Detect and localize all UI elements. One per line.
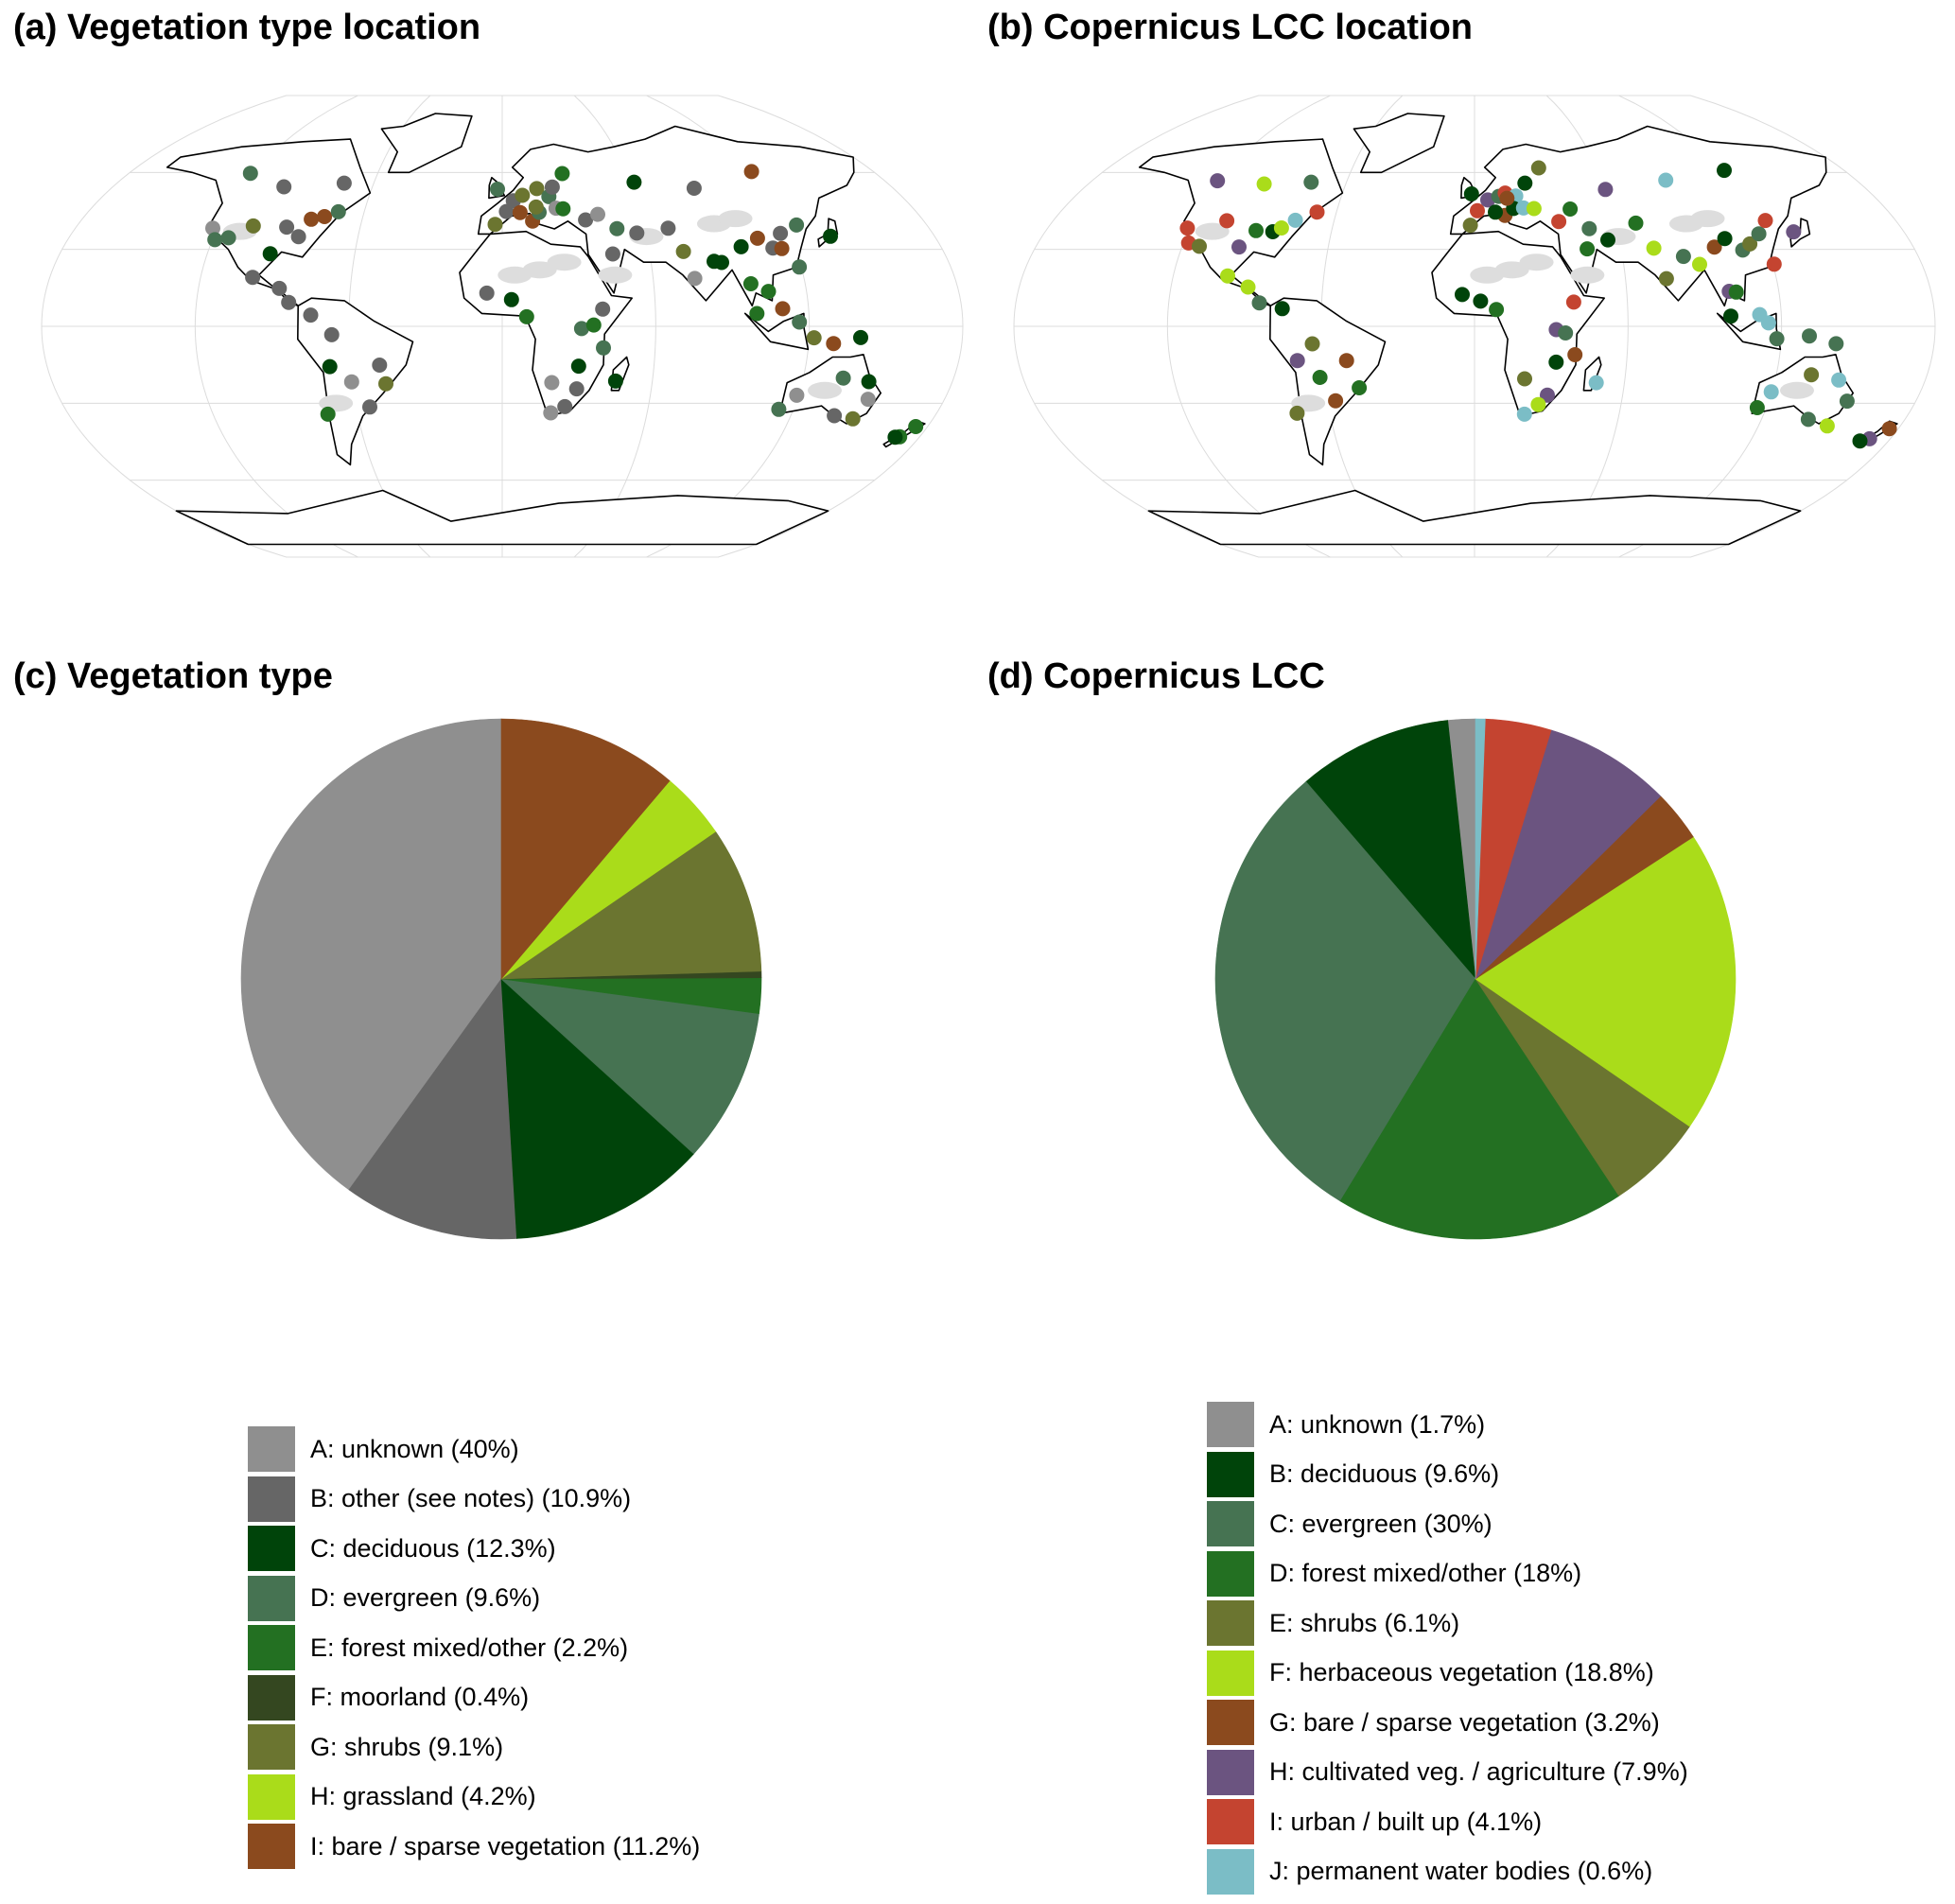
legend-label: C: deciduous (12.3%) (310, 1533, 556, 1563)
legend-swatch (248, 1426, 295, 1473)
pie-slice-a (240, 718, 502, 1191)
legend-item: C: evergreen (30%) (1207, 1499, 1688, 1549)
legend-item: H: cultivated veg. / agriculture (7.9%) (1207, 1748, 1688, 1798)
legend-swatch (1207, 1700, 1254, 1746)
panel-d-title: (d) Copernicus LCC (987, 656, 1325, 696)
legend-label: H: grassland (4.2%) (310, 1782, 536, 1811)
legend-label: J: permanent water bodies (0.6%) (1269, 1857, 1653, 1886)
legend-label: D: evergreen (9.6%) (310, 1583, 541, 1613)
legend-swatch (1207, 1550, 1254, 1597)
legend-item: D: forest mixed/other (18%) (1207, 1549, 1688, 1599)
legend-swatch (1207, 1600, 1254, 1647)
legend-swatch (248, 1625, 295, 1671)
pie-slice-c (1214, 781, 1476, 1202)
legend-item: B: deciduous (9.6%) (1207, 1450, 1688, 1500)
pie-slice-h (1475, 729, 1662, 980)
legend-swatch (1207, 1650, 1254, 1696)
legend-item: E: shrubs (6.1%) (1207, 1598, 1688, 1649)
pie-slice-g (499, 830, 762, 980)
legend-item: A: unknown (1.7%) (1207, 1400, 1688, 1450)
legend-swatch (248, 1674, 295, 1721)
legend-swatch (1207, 1799, 1254, 1845)
panel-c-title: (c) Vegetation type (13, 656, 333, 696)
legend-label: F: moorland (0.4%) (310, 1683, 530, 1712)
pie-slice-j (1475, 718, 1486, 980)
legend-item: I: urban / built up (4.1%) (1207, 1797, 1688, 1847)
legend-item: H: grassland (4.2%) (248, 1773, 700, 1823)
legend-item: F: moorland (0.4%) (248, 1673, 700, 1723)
copernicus-lcc-legend: A: unknown (1.7%) B: deciduous (9.6%) C: e… (1207, 1400, 1688, 1896)
legend-item: A: unknown (40%) (248, 1424, 700, 1475)
pie-slice-i (500, 718, 671, 980)
legend-swatch (248, 1575, 295, 1621)
legend-item: J: permanent water bodies (0.6%) (1207, 1847, 1688, 1897)
panel-b-title: (b) Copernicus LCC location (987, 8, 1473, 47)
legend-label: A: unknown (1.7%) (1269, 1409, 1486, 1439)
pie-slice-d (1339, 978, 1620, 1240)
legend-item: I: bare / sparse vegetation (11.2%) (248, 1822, 700, 1872)
legend-item: G: shrubs (9.1%) (248, 1722, 700, 1773)
legend-swatch (248, 1824, 295, 1870)
vegetation-type-legend: A: unknown (40%) B: other (see notes) (10… (248, 1424, 700, 1872)
legend-label: H: cultivated veg. / agriculture (7.9%) (1269, 1757, 1688, 1787)
legend-item: D: evergreen (9.6%) (248, 1574, 700, 1624)
legend-label: C: evergreen (30%) (1269, 1509, 1492, 1538)
vegetation-type-pie-chart (240, 718, 762, 1240)
legend-swatch (248, 1526, 295, 1572)
legend-label: A: unknown (40%) (310, 1434, 519, 1463)
legend-item: F: herbaceous vegetation (18.8%) (1207, 1649, 1688, 1699)
pie-slice-d (500, 978, 759, 1155)
legend-item: C: deciduous (12.3%) (248, 1524, 700, 1574)
legend-item: G: bare / sparse vegetation (3.2%) (1207, 1698, 1688, 1748)
copernicus-lcc-location-map (1013, 95, 1936, 558)
legend-label: E: forest mixed/other (2.2%) (310, 1633, 629, 1662)
vegetation-type-location-map (41, 95, 964, 558)
legend-label: F: herbaceous vegetation (18.8%) (1269, 1658, 1654, 1687)
legend-item: B: other (see notes) (10.9%) (248, 1475, 700, 1525)
legend-label: B: deciduous (9.6%) (1269, 1459, 1500, 1489)
legend-label: G: bare / sparse vegetation (3.2%) (1269, 1707, 1660, 1737)
panel-a-title: (a) Vegetation type location (13, 8, 481, 47)
legend-swatch (1207, 1501, 1254, 1547)
pie-slice-b (348, 978, 517, 1240)
legend-swatch (248, 1476, 295, 1522)
legend-label: I: bare / sparse vegetation (11.2%) (310, 1831, 701, 1860)
legend-label: I: urban / built up (4.1%) (1269, 1807, 1543, 1836)
legend-label: B: other (see notes) (10.9%) (310, 1484, 632, 1513)
pie-slice-b (1305, 720, 1476, 980)
legend-label: G: shrubs (9.1%) (310, 1732, 504, 1761)
legend-swatch (1207, 1451, 1254, 1497)
pie-slice-f (1475, 836, 1737, 1127)
legend-swatch (248, 1773, 295, 1820)
legend-item: E: forest mixed/other (2.2%) (248, 1623, 700, 1673)
legend-label: E: shrubs (6.1%) (1269, 1608, 1460, 1637)
legend-swatch (1207, 1402, 1254, 1448)
legend-label: D: forest mixed/other (18%) (1269, 1559, 1582, 1588)
pie-slice-c (500, 978, 694, 1239)
legend-swatch (248, 1724, 295, 1771)
legend-swatch (1207, 1749, 1254, 1795)
legend-swatch (1207, 1848, 1254, 1895)
copernicus-lcc-pie-chart (1214, 718, 1737, 1240)
